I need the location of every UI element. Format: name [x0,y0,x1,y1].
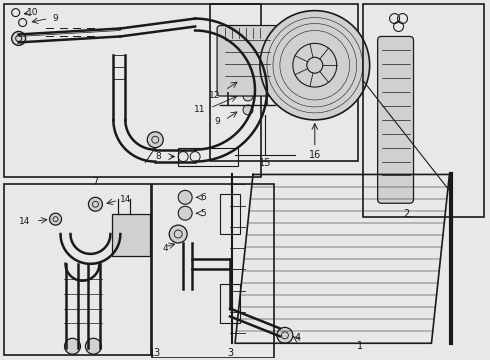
Text: 3: 3 [227,348,233,358]
Text: 2: 2 [403,209,410,219]
Text: 16: 16 [309,150,321,159]
Circle shape [65,338,80,354]
FancyBboxPatch shape [378,36,414,203]
Text: 4: 4 [295,333,301,343]
Text: 13: 13 [149,348,161,358]
Circle shape [243,105,253,115]
Text: 12: 12 [209,90,220,99]
Text: 11: 11 [194,105,205,114]
Text: 5: 5 [200,209,206,218]
Text: 15: 15 [259,158,271,167]
Circle shape [49,213,62,225]
Text: 8: 8 [155,152,161,161]
Bar [220,284,240,323]
Circle shape [277,327,293,343]
Circle shape [243,77,253,87]
Text: 7: 7 [92,177,98,188]
Circle shape [260,11,369,120]
Text: 9: 9 [214,117,220,126]
Bar [363,4,484,217]
Bar [4,184,151,355]
Bar [178,148,238,166]
Bar [4,4,261,177]
Bar [112,214,150,256]
FancyBboxPatch shape [217,26,278,96]
Circle shape [12,31,25,45]
Text: 9: 9 [52,14,58,23]
Circle shape [243,91,253,101]
Text: 6: 6 [200,193,206,202]
Circle shape [178,190,192,204]
Circle shape [169,225,187,243]
Circle shape [89,197,102,211]
Circle shape [178,206,192,220]
Text: 1: 1 [357,341,363,351]
Text: 10: 10 [27,8,39,17]
Circle shape [147,132,163,148]
Text: 14: 14 [19,217,30,226]
Bar [220,194,240,234]
Text: 14: 14 [121,195,132,204]
Bar [210,4,358,161]
Bar [152,184,274,358]
Circle shape [85,338,101,354]
Text: 4: 4 [162,244,168,253]
